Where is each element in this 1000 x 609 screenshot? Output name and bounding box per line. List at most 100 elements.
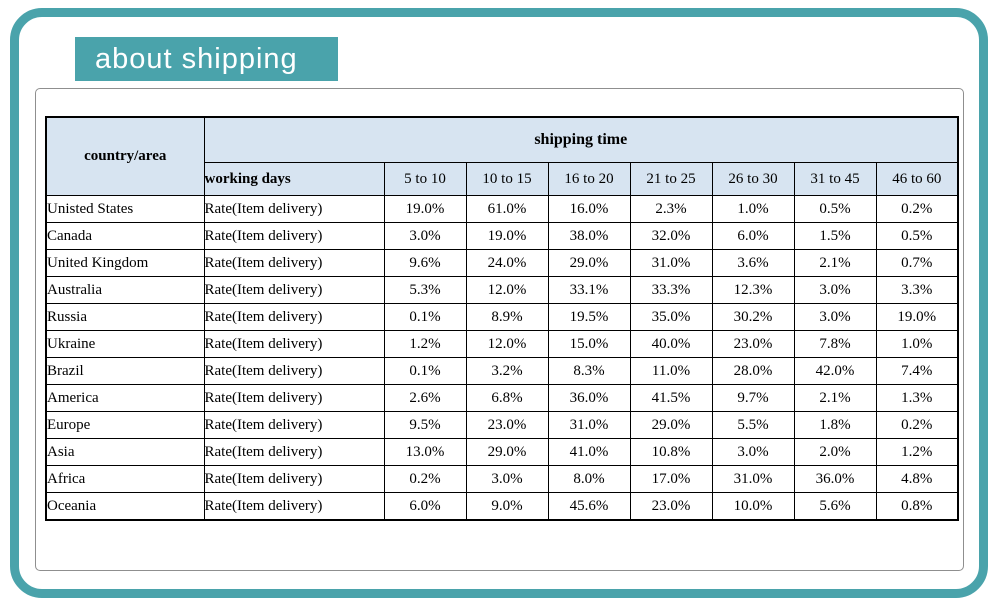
content-panel: country/area shipping time working days … [35, 88, 964, 571]
rate-label-cell: Rate(Item delivery) [203, 411, 385, 439]
rate-value-cell: 5.3% [383, 276, 467, 304]
rate-value-cell: 0.1% [383, 303, 467, 331]
rate-value-cell: 0.2% [383, 465, 467, 493]
rate-value-cell: 3.0% [711, 438, 795, 466]
rate-value-cell: 23.0% [711, 330, 795, 358]
rate-value-cell: 33.1% [547, 276, 631, 304]
rate-value-cell: 2.3% [629, 195, 713, 223]
rate-value-cell: 1.0% [875, 330, 959, 358]
rate-value-cell: 1.2% [875, 438, 959, 466]
rate-value-cell: 29.0% [465, 438, 549, 466]
shipping-rate-table: country/area shipping time working days … [45, 116, 960, 521]
table-row: Oceania Rate(Item delivery) 6.0% 9.0% 45.6% 2… [45, 492, 959, 521]
rate-value-cell: 23.0% [465, 411, 549, 439]
rate-value-cell: 3.0% [793, 303, 877, 331]
table-row: Unisted States Rate(Item delivery) 19.0% 61… [45, 195, 959, 223]
rate-value-cell: 2.1% [793, 249, 877, 277]
country-cell: Ukraine [45, 330, 205, 358]
section-banner: about shipping [75, 37, 338, 81]
country-cell: United Kingdom [45, 249, 205, 277]
rate-label-cell: Rate(Item delivery) [203, 492, 385, 521]
table-row: Asia Rate(Item delivery) 13.0% 29.0% 41.0% 10… [45, 438, 959, 466]
rate-value-cell: 3.2% [465, 357, 549, 385]
rate-value-cell: 31.0% [711, 465, 795, 493]
range-header: 10 to 15 [465, 162, 549, 196]
table-row: United Kingdom Rate(Item delivery) 9.6% 24.… [45, 249, 959, 277]
rate-value-cell: 41.0% [547, 438, 631, 466]
range-header: 31 to 45 [793, 162, 877, 196]
rate-value-cell: 42.0% [793, 357, 877, 385]
rate-value-cell: 28.0% [711, 357, 795, 385]
rate-value-cell: 13.0% [383, 438, 467, 466]
rate-value-cell: 29.0% [547, 249, 631, 277]
rate-value-cell: 7.4% [875, 357, 959, 385]
country-cell: Australia [45, 276, 205, 304]
table-row: Ukraine Rate(Item delivery) 1.2% 12.0% 15.0%… [45, 330, 959, 358]
table-row: Australia Rate(Item delivery) 5.3% 12.0% 33.… [45, 276, 959, 304]
rate-value-cell: 1.3% [875, 384, 959, 412]
rate-value-cell: 0.1% [383, 357, 467, 385]
rate-value-cell: 0.2% [875, 411, 959, 439]
section-title: about shipping [95, 43, 298, 75]
rate-value-cell: 11.0% [629, 357, 713, 385]
rate-label-cell: Rate(Item delivery) [203, 438, 385, 466]
rate-value-cell: 8.3% [547, 357, 631, 385]
rate-value-cell: 9.6% [383, 249, 467, 277]
rate-value-cell: 4.8% [875, 465, 959, 493]
rate-value-cell: 1.5% [793, 222, 877, 250]
table-row: Canada Rate(Item delivery) 3.0% 19.0% 38.0% 3… [45, 222, 959, 250]
rate-value-cell: 9.5% [383, 411, 467, 439]
range-header: 5 to 10 [383, 162, 467, 196]
rate-label-cell: Rate(Item delivery) [203, 357, 385, 385]
range-header: 46 to 60 [875, 162, 959, 196]
rate-value-cell: 3.0% [793, 276, 877, 304]
header-row-group: country/area shipping time [45, 116, 959, 196]
rate-value-cell: 6.8% [465, 384, 549, 412]
rate-value-cell: 12.0% [465, 330, 549, 358]
rate-value-cell: 10.8% [629, 438, 713, 466]
range-header: 16 to 20 [547, 162, 631, 196]
rate-value-cell: 9.7% [711, 384, 795, 412]
rate-value-cell: 41.5% [629, 384, 713, 412]
rate-value-cell: 2.0% [793, 438, 877, 466]
rate-value-cell: 12.0% [465, 276, 549, 304]
rate-value-cell: 0.2% [875, 195, 959, 223]
rate-value-cell: 1.8% [793, 411, 877, 439]
rate-label-cell: Rate(Item delivery) [203, 303, 385, 331]
rate-label-cell: Rate(Item delivery) [203, 384, 385, 412]
table-row: Russia Rate(Item delivery) 0.1% 8.9% 19.5% 35… [45, 303, 959, 331]
corner-header-cell: country/area [45, 116, 205, 196]
rate-value-cell: 2.1% [793, 384, 877, 412]
rate-value-cell: 6.0% [383, 492, 467, 521]
country-cell: Africa [45, 465, 205, 493]
rate-value-cell: 19.0% [465, 222, 549, 250]
rate-value-cell: 24.0% [465, 249, 549, 277]
rate-value-cell: 35.0% [629, 303, 713, 331]
rate-value-cell: 0.5% [875, 222, 959, 250]
rate-value-cell: 3.3% [875, 276, 959, 304]
rate-label-cell: Rate(Item delivery) [203, 222, 385, 250]
rate-value-cell: 32.0% [629, 222, 713, 250]
country-cell: Asia [45, 438, 205, 466]
rate-value-cell: 0.8% [875, 492, 959, 521]
working-days-header: working days [203, 162, 385, 196]
rate-label-cell: Rate(Item delivery) [203, 465, 385, 493]
rate-value-cell: 61.0% [465, 195, 549, 223]
rate-value-cell: 7.8% [793, 330, 877, 358]
country-cell: Russia [45, 303, 205, 331]
rate-value-cell: 3.0% [465, 465, 549, 493]
rate-value-cell: 29.0% [629, 411, 713, 439]
table-row: Africa Rate(Item delivery) 0.2% 3.0% 8.0% 17.… [45, 465, 959, 493]
rate-value-cell: 33.3% [629, 276, 713, 304]
rate-value-cell: 45.6% [547, 492, 631, 521]
rate-value-cell: 9.0% [465, 492, 549, 521]
rate-label-cell: Rate(Item delivery) [203, 249, 385, 277]
table-row: Brazil Rate(Item delivery) 0.1% 3.2% 8.3% 11.… [45, 357, 959, 385]
rate-value-cell: 8.0% [547, 465, 631, 493]
rate-label-cell: Rate(Item delivery) [203, 276, 385, 304]
country-cell: America [45, 384, 205, 412]
rate-value-cell: 23.0% [629, 492, 713, 521]
shipping-time-group-header: shipping time [203, 116, 959, 163]
rate-value-cell: 5.5% [711, 411, 795, 439]
